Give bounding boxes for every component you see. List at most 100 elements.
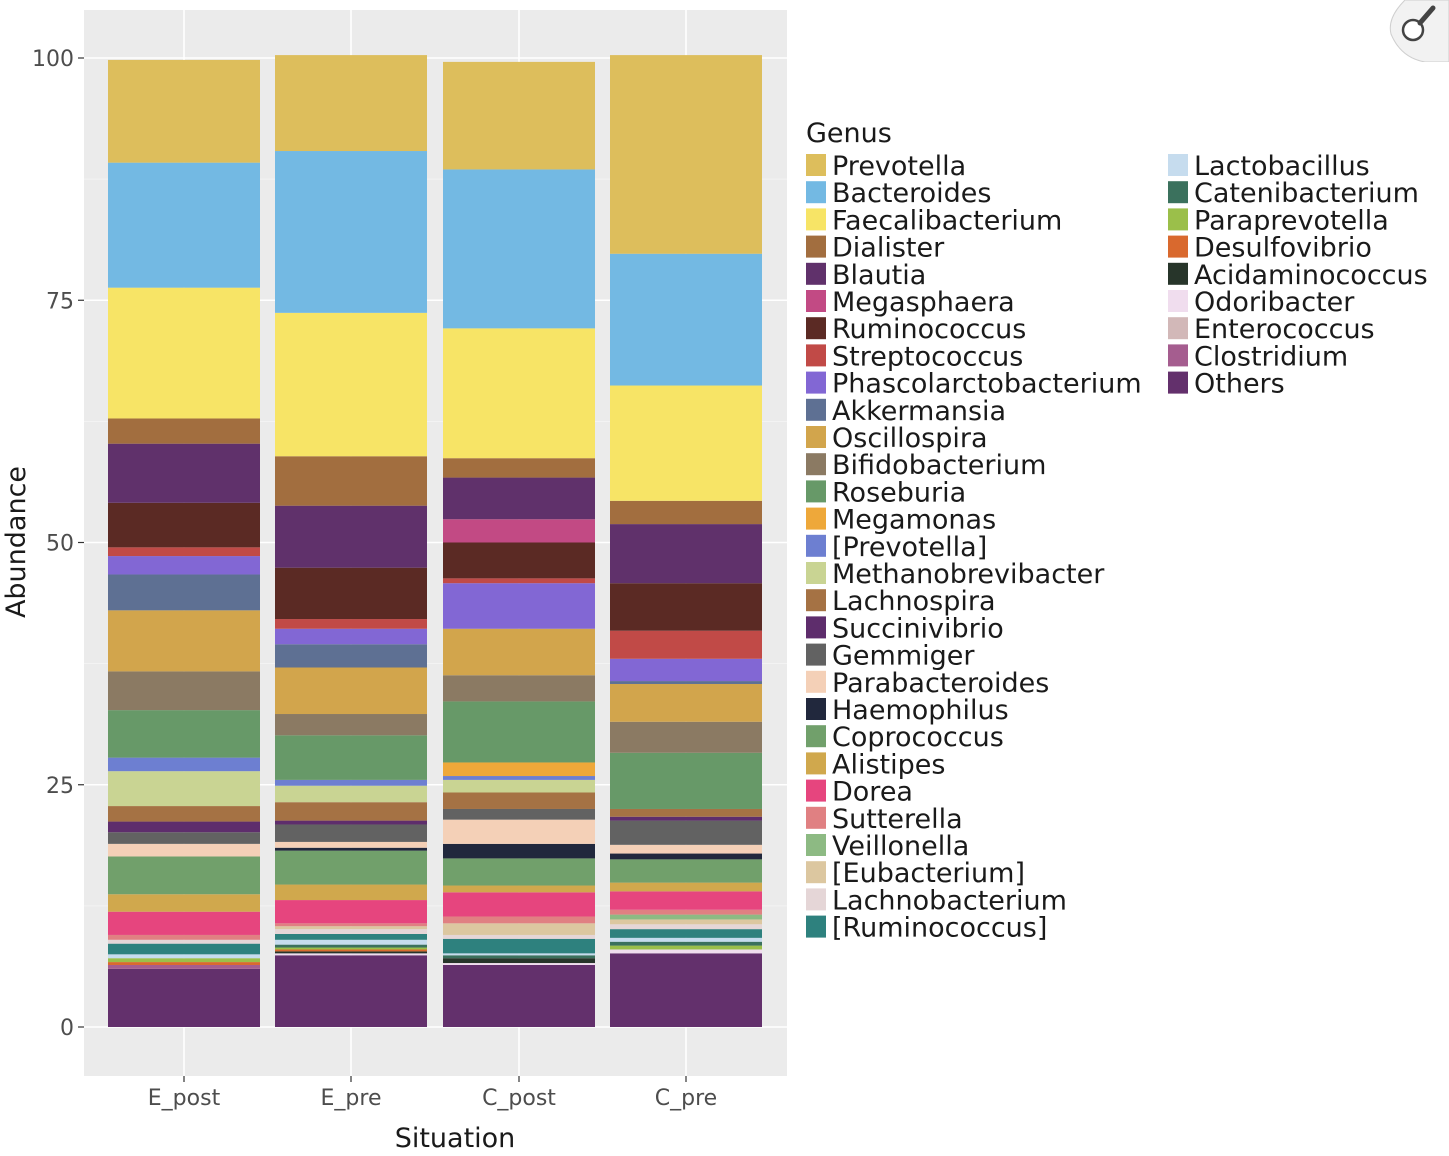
legend-label: Odoribacter <box>1194 287 1355 318</box>
bar-segment-phascolarctobacterium-c_post <box>443 583 595 629</box>
bar-segment-haemophilus-c_post <box>443 843 595 859</box>
bar-segment-phascolarctobacterium-c_pre <box>610 658 762 682</box>
bar-segment-blautia-c_post <box>443 477 595 520</box>
bar-segment-lachnobacterium-c_post <box>443 934 595 939</box>
bar-segment-faecalibacterium-c_pre <box>610 385 762 501</box>
legend-key <box>806 915 826 938</box>
legend-label: Parabacteroides <box>832 668 1049 699</box>
legend-label: Faecalibacterium <box>832 205 1062 236</box>
bar-segment-lachnospira-c_pre <box>610 808 762 817</box>
bar-segment-dorea-c_pre <box>610 891 762 910</box>
legend-key <box>806 698 826 720</box>
legend-label: Dialister <box>832 233 945 264</box>
bar-segment-ruminococcus-e_post <box>108 502 260 548</box>
bar-segment-catenibacterium-c_pre <box>610 941 762 946</box>
bar-segment-lachnospira-e_post <box>108 806 260 822</box>
bar-segment-coprococcus-c_pre <box>610 859 762 883</box>
legend-label: Megamonas <box>832 505 996 536</box>
bar-segment-lactobacillus-e_post <box>108 954 260 959</box>
legend-label: [Prevotella] <box>832 532 987 563</box>
bar-segment-dialister-e_pre <box>275 456 427 506</box>
bar-segment-blautia-e_post <box>108 443 260 503</box>
legend-label: Streptococcus <box>832 341 1023 372</box>
legend-label: Acidaminococcus <box>1194 260 1428 291</box>
legend-key <box>806 861 826 884</box>
legend-key <box>806 806 826 829</box>
legend-key <box>806 398 826 421</box>
legend-label: Sutterella <box>832 804 963 835</box>
bar-segment-alistipes-c_pre <box>610 882 762 892</box>
legend-key <box>806 208 826 231</box>
y-tick-label: 100 <box>32 47 74 72</box>
bar-segment-ruminococcus-e_post <box>108 943 260 955</box>
bars <box>108 55 762 1027</box>
bar-segment-streptococcus-e_post <box>108 547 260 557</box>
legend-key <box>1168 235 1188 258</box>
bar-segment-prevotella-e_post <box>108 757 260 772</box>
bar-segment-coprococcus-c_post <box>443 858 595 886</box>
legend-title: Genus <box>806 118 892 149</box>
bar-segment-haemophilus-c_pre <box>610 853 762 860</box>
bar-segment-ruminococcus-c_post <box>443 542 595 579</box>
y-tick-label: 25 <box>46 774 74 799</box>
bar-segment-lactobacillus-c_pre <box>610 937 762 942</box>
legend-key <box>806 534 826 557</box>
legend-key <box>806 752 826 775</box>
bar-segment-ruminococcus-e_pre <box>275 933 427 940</box>
bar-segment-others-e_post <box>108 968 260 1027</box>
legend-label: Bifidobacterium <box>832 450 1046 481</box>
y-tick-label: 0 <box>60 1016 74 1041</box>
bar-segment-lactobacillus-e_pre <box>275 939 427 945</box>
legend-key <box>806 670 826 693</box>
bar-segment-akkermansia-e_post <box>108 574 260 611</box>
bar-segment-prevotella-e_pre <box>275 55 427 152</box>
bar-segment-lachnobacterium-e_post <box>108 939 260 944</box>
bar-segment-sutterella-e_pre <box>275 923 427 927</box>
legend-label: Alistipes <box>832 749 945 780</box>
bar-segment-megamonas-c_post <box>443 762 595 777</box>
legend-key <box>806 725 826 748</box>
legend-label: Bacteroides <box>832 178 991 209</box>
legend-label: Akkermansia <box>832 396 1006 427</box>
bar-segment-gemmiger-e_pre <box>275 824 427 842</box>
bar-segment-bacteroides-c_post <box>443 169 595 329</box>
bar-segment-dorea-c_post <box>443 892 595 917</box>
x-tick-label: C_post <box>482 1086 556 1111</box>
legend-label: Ruminococcus <box>832 314 1026 345</box>
legend-label: Prevotella <box>832 151 966 182</box>
legend-key <box>1168 208 1188 231</box>
legend-label: Others <box>1194 369 1285 400</box>
bar-segment-blautia-e_pre <box>275 505 427 568</box>
bar-segment-gemmiger-c_pre <box>610 820 762 845</box>
zoom-icon[interactable] <box>1387 0 1449 62</box>
bar-segment-acidaminococcus-c_post <box>443 958 595 964</box>
bar-segment-roseburia-e_pre <box>275 735 427 780</box>
bar-segment-akkermansia-e_pre <box>275 644 427 668</box>
bar-segment-sutterella-c_post <box>443 916 595 924</box>
bar-segment-paraprevotella-e_post <box>108 958 260 963</box>
bar-segment-succinivibrio-c_pre <box>610 816 762 821</box>
bar-segment-odoribacter-c_post <box>443 963 595 965</box>
bar-segment-catenibacterium-e_pre <box>275 944 427 948</box>
legend-key <box>1168 371 1188 394</box>
bar-segment-eubacterium-c_pre <box>610 919 762 925</box>
legend-key <box>806 834 826 856</box>
bar-segment-desulfovibrio-e_pre <box>275 949 427 952</box>
bar-segment-methanobrevibacter-e_pre <box>275 785 427 803</box>
legend-key <box>806 317 826 340</box>
legend-label: Lactobacillus <box>1194 151 1370 182</box>
bar-segment-ruminococcus-c_pre <box>610 583 762 631</box>
legend-label: Succinivibrio <box>832 613 1004 644</box>
legend-key <box>806 589 826 612</box>
bar-segment-phascolarctobacterium-e_pre <box>275 628 427 645</box>
legend-key <box>806 507 826 530</box>
legend-key <box>806 154 826 176</box>
y-axis: 0 25 50 75 100 <box>32 47 84 1041</box>
bar-segment-faecalibacterium-e_post <box>108 287 260 419</box>
legend: Genus PrevotellaBacteroidesFaecalibacter… <box>806 118 1428 944</box>
legend-key <box>806 344 826 367</box>
bar-segment-bifidobacterium-e_pre <box>275 714 427 736</box>
bar-segment-eubacterium-c_post <box>443 923 595 935</box>
bar-segment-dorea-e_pre <box>275 900 427 924</box>
legend-label: Catenibacterium <box>1194 178 1419 209</box>
